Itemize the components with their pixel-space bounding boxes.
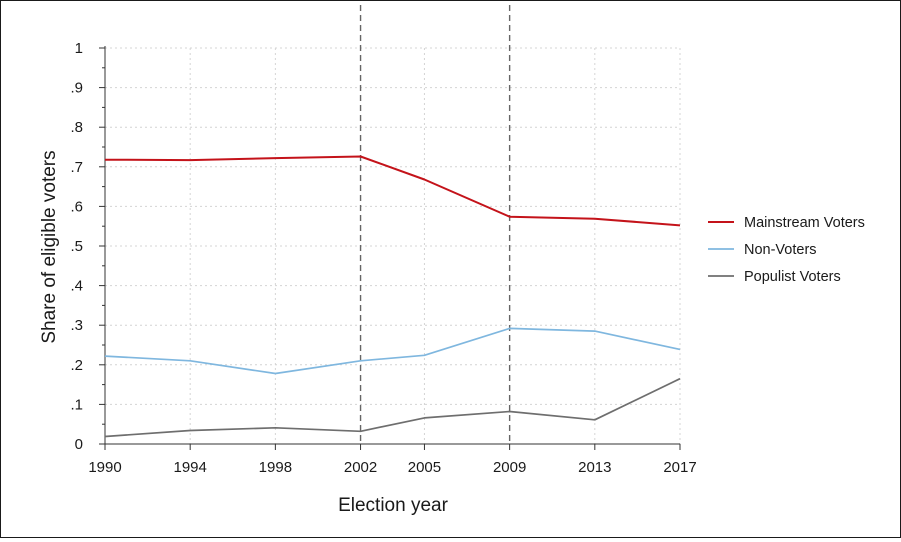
legend-label: Mainstream Voters	[744, 215, 865, 231]
x-tick-label: 1990	[88, 459, 121, 476]
legend-label: Populist Voters	[744, 269, 841, 285]
x-tick-label: 2005	[408, 459, 441, 476]
tick-labels: 0 .1 .2 .3 .4 .5 .6 .7 .8 .9 1 1990 1994 1998 2002 2005…	[70, 40, 696, 476]
x-tick-label: 2017	[663, 459, 696, 476]
y-tick-label: .3	[70, 317, 83, 334]
x-axis-title: Election year	[338, 495, 449, 516]
x-tick-label: 1994	[173, 459, 206, 476]
axes	[99, 46, 681, 450]
series-line-non-voters	[104, 327, 681, 375]
y-tick-label: .6	[70, 198, 83, 215]
reference-lines	[359, 5, 511, 444]
legend: Mainstream Voters Non-Voters Populist Vote…	[708, 215, 865, 285]
x-tick-label: 2013	[578, 459, 611, 476]
legend-label: Non-Voters	[744, 242, 817, 258]
y-tick-label: .2	[70, 357, 83, 374]
x-tick-label: 2009	[493, 459, 526, 476]
y-tick-label: .4	[70, 278, 83, 295]
y-axis-title: Share of eligible voters	[39, 150, 60, 343]
x-tick-label: 1998	[259, 459, 292, 476]
y-tick-label: .9	[70, 80, 83, 97]
x-tick-label: 2002	[344, 459, 377, 476]
series-lines	[104, 155, 681, 438]
y-tick-label: .5	[70, 238, 83, 255]
y-tick-label: .7	[70, 159, 83, 176]
grid-lines	[105, 47, 681, 444]
y-tick-label: .1	[70, 396, 83, 413]
series-line-populist-voters	[104, 377, 681, 438]
y-tick-label: 1	[75, 40, 83, 57]
y-tick-label: 0	[75, 436, 83, 453]
y-tick-label: .8	[70, 119, 83, 136]
series-line-mainstream-voters	[104, 155, 681, 227]
